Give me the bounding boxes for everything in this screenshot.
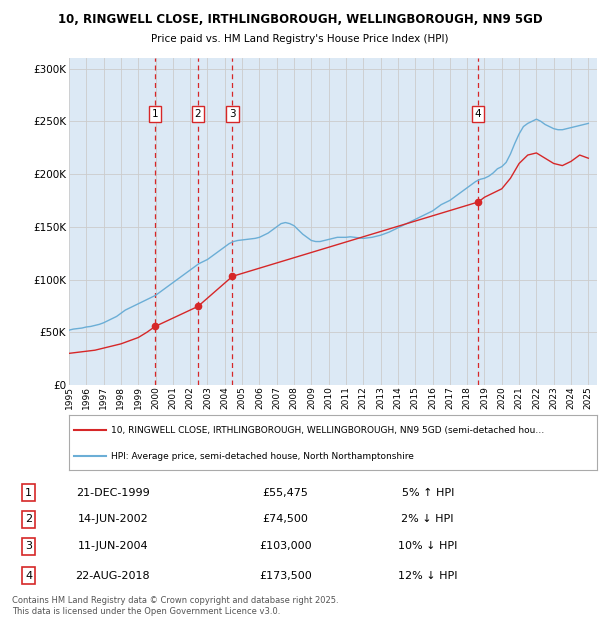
Text: 2: 2 bbox=[25, 515, 32, 525]
Text: £173,500: £173,500 bbox=[259, 570, 311, 580]
Text: 10, RINGWELL CLOSE, IRTHLINGBOROUGH, WELLINGBOROUGH, NN9 5GD: 10, RINGWELL CLOSE, IRTHLINGBOROUGH, WEL… bbox=[58, 13, 542, 26]
Text: 12% ↓ HPI: 12% ↓ HPI bbox=[398, 570, 457, 580]
Text: 11-JUN-2004: 11-JUN-2004 bbox=[77, 541, 148, 551]
Text: Contains HM Land Registry data © Crown copyright and database right 2025.
This d: Contains HM Land Registry data © Crown c… bbox=[12, 596, 338, 616]
Text: £74,500: £74,500 bbox=[262, 515, 308, 525]
Text: 22-AUG-2018: 22-AUG-2018 bbox=[76, 570, 150, 580]
Text: 4: 4 bbox=[25, 570, 32, 580]
Text: 3: 3 bbox=[229, 108, 236, 118]
Text: 1: 1 bbox=[152, 108, 158, 118]
Text: 1: 1 bbox=[25, 487, 32, 497]
Text: £55,475: £55,475 bbox=[262, 487, 308, 497]
Text: 10% ↓ HPI: 10% ↓ HPI bbox=[398, 541, 457, 551]
Text: 2: 2 bbox=[194, 108, 201, 118]
Text: 21-DEC-1999: 21-DEC-1999 bbox=[76, 487, 150, 497]
Text: HPI: Average price, semi-detached house, North Northamptonshire: HPI: Average price, semi-detached house,… bbox=[111, 452, 414, 461]
Text: 14-JUN-2002: 14-JUN-2002 bbox=[77, 515, 148, 525]
Text: 3: 3 bbox=[25, 541, 32, 551]
Text: 5% ↑ HPI: 5% ↑ HPI bbox=[401, 487, 454, 497]
Text: 2% ↓ HPI: 2% ↓ HPI bbox=[401, 515, 454, 525]
Text: 10, RINGWELL CLOSE, IRTHLINGBOROUGH, WELLINGBOROUGH, NN9 5GD (semi-detached hou…: 10, RINGWELL CLOSE, IRTHLINGBOROUGH, WEL… bbox=[111, 426, 544, 435]
Text: Price paid vs. HM Land Registry's House Price Index (HPI): Price paid vs. HM Land Registry's House … bbox=[151, 34, 449, 44]
Text: 4: 4 bbox=[475, 108, 482, 118]
Text: £103,000: £103,000 bbox=[259, 541, 311, 551]
